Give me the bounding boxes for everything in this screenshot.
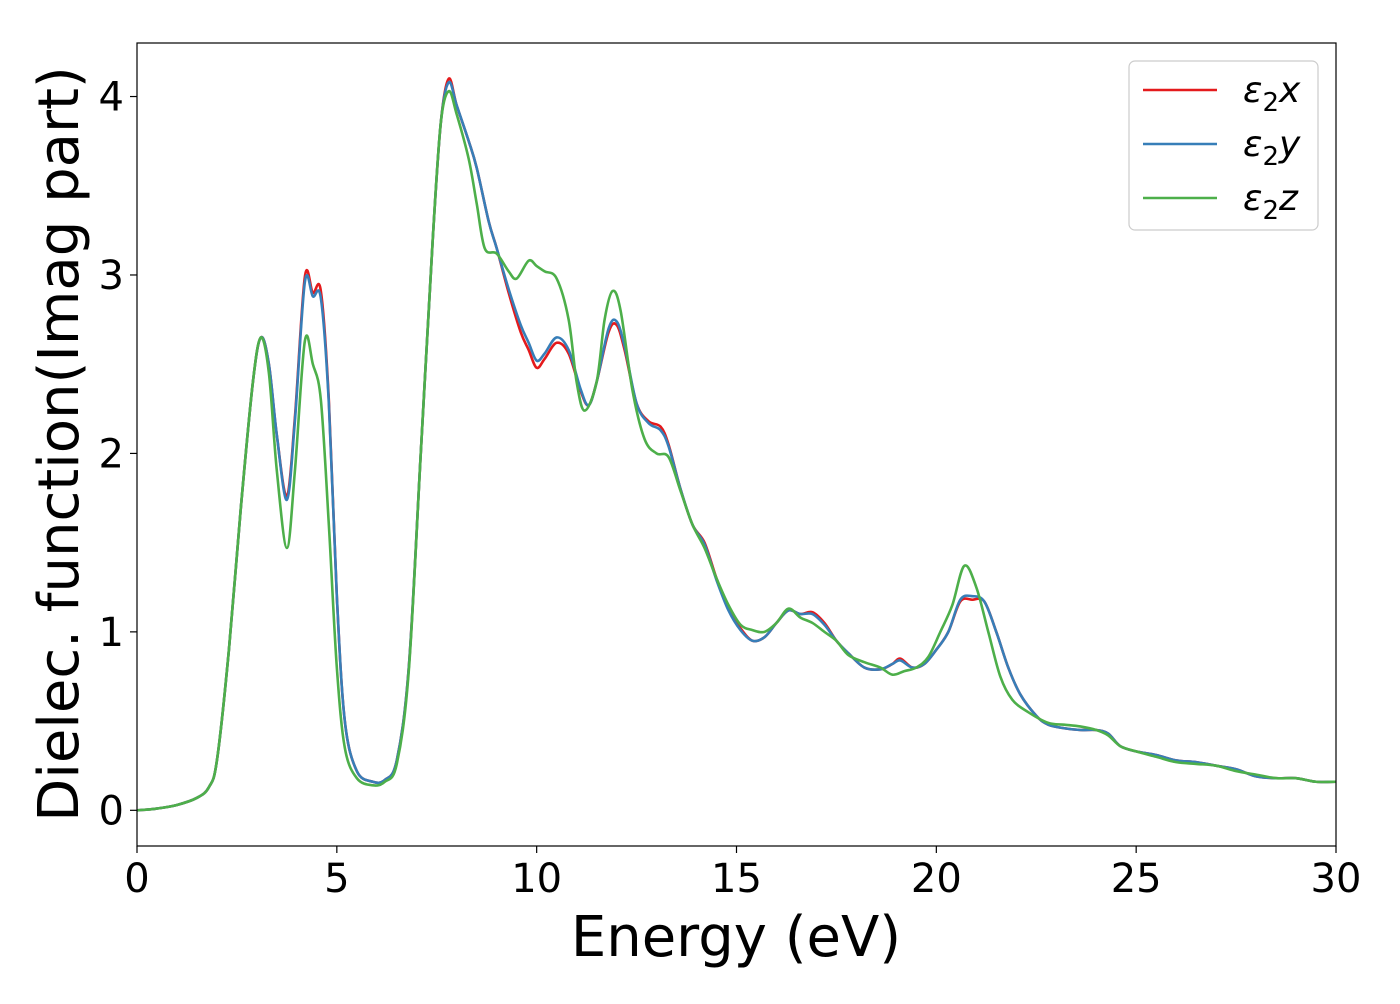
- x-tick-label: 30: [1311, 856, 1362, 902]
- x-tick-label: 0: [124, 856, 149, 902]
- x-tick-label: 25: [1111, 856, 1162, 902]
- legend-label-x: ε2x: [1243, 70, 1301, 118]
- legend: ε2x ε2y ε2z: [1128, 60, 1319, 231]
- series-line-z: [137, 89, 1336, 812]
- x-tick-label: 15: [711, 856, 762, 902]
- y-tick-label: 1: [99, 610, 124, 656]
- axis-ticks-layer: 0 5 10 15 20 25 30 0 1 2 3 4: [99, 75, 1362, 902]
- legend-label-z: ε2z: [1243, 178, 1299, 226]
- x-axis-title: Energy (eV): [571, 905, 901, 970]
- x-tick-label: 5: [324, 856, 349, 902]
- y-tick-label: 2: [99, 431, 124, 477]
- legend-label-y: ε2y: [1243, 124, 1301, 172]
- y-tick-label: 0: [99, 788, 124, 834]
- y-axis-title: Dielec. function(Imag part): [27, 66, 92, 822]
- x-tick-label: 20: [911, 856, 962, 902]
- y-tick-label: 4: [99, 75, 124, 121]
- y-tick-label: 3: [99, 253, 124, 299]
- x-tick-label: 10: [511, 856, 562, 902]
- series-lines-layer: [137, 77, 1336, 812]
- legend-box: [1128, 60, 1319, 231]
